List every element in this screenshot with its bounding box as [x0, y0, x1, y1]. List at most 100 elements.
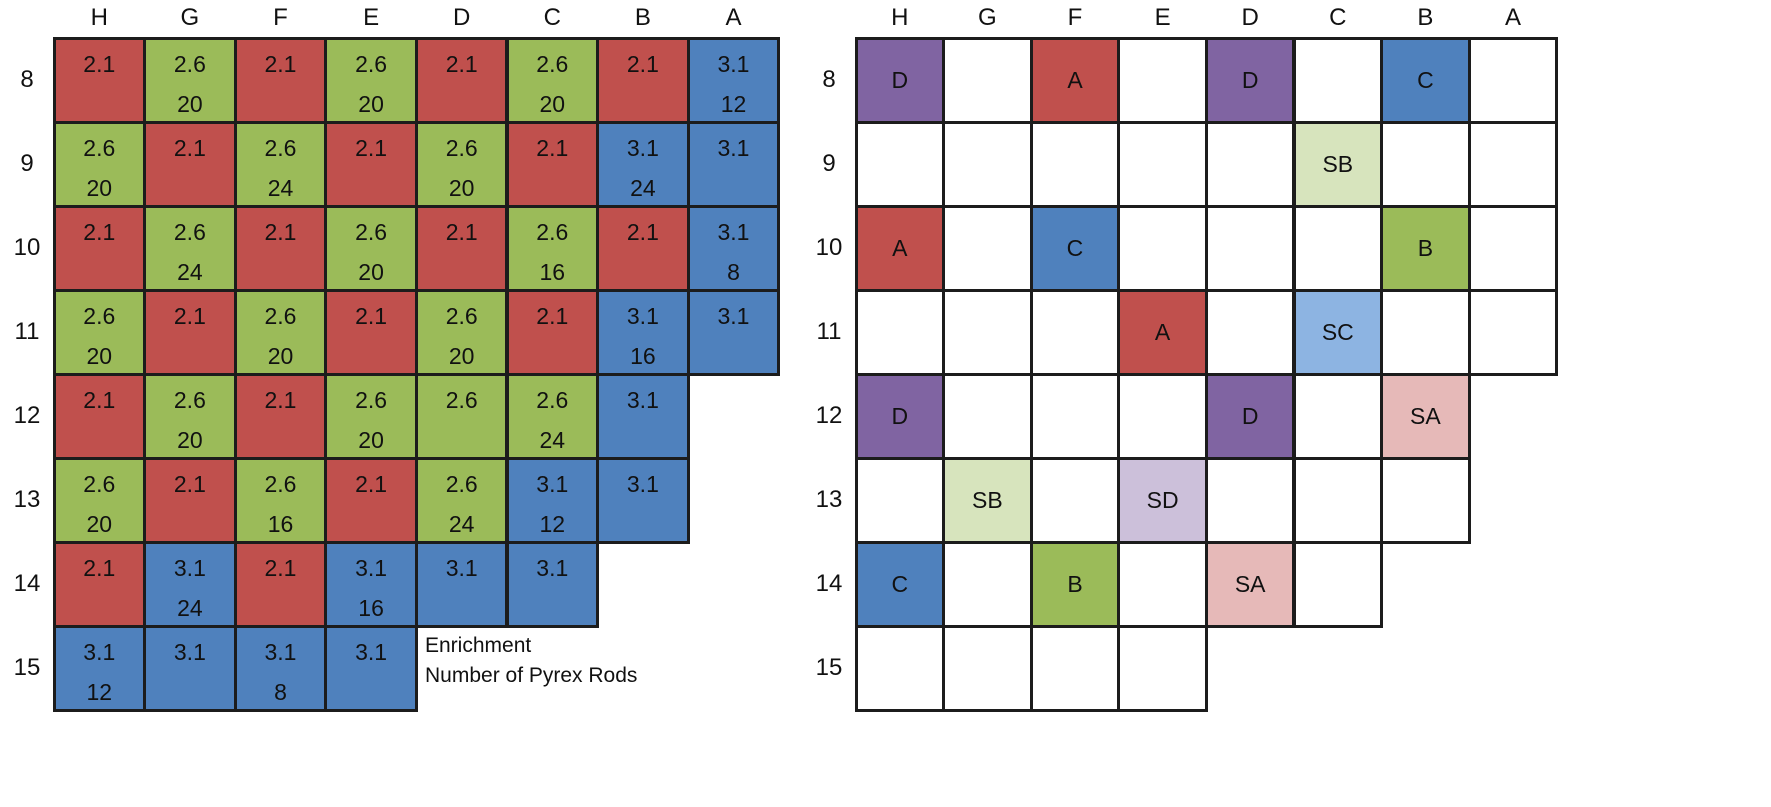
enrichment-cell: 2.1 [596, 36, 690, 124]
enrichment-value: 2.1 [445, 50, 478, 77]
enrichment-cell: 2.1 [414, 204, 509, 292]
enrichment-value: 2.1 [173, 134, 206, 161]
pyrex-rod-count: 20 [358, 258, 384, 285]
assembly-label: SA [1410, 402, 1441, 429]
pyrex-rod-count: 12 [720, 90, 747, 117]
assembly-cell: SB [942, 456, 1033, 544]
enrichment-cell: 2.6 24 [505, 372, 600, 460]
enrichment-column-label: H [90, 4, 108, 31]
assembly-label [1120, 376, 1205, 457]
assembly-cell: SC [1292, 288, 1384, 376]
pyrex-rod-count: 24 [177, 258, 203, 285]
enrichment-cell: 2.1 [52, 204, 147, 292]
assembly-cell [1117, 204, 1208, 292]
assembly-label [1120, 544, 1205, 625]
enrichment-cell: 2.1 [52, 36, 147, 124]
enrichment-cell: 2.1 [414, 36, 509, 124]
enrichment-value: 2.6 [173, 386, 206, 413]
enrichment-cell: 2.1 [143, 456, 237, 544]
enrichment-cell: 2.6 20 [52, 456, 147, 544]
assembly-label [858, 460, 943, 541]
assembly-cell: D [854, 36, 946, 124]
assembly-cell [1029, 456, 1121, 544]
assembly-cell [1292, 204, 1384, 292]
assembly-label: A [1067, 66, 1083, 93]
pyrex-rod-count: 20 [358, 426, 384, 453]
enrichment-value: 3.1 [717, 50, 750, 77]
assembly-cell [1292, 540, 1384, 628]
assembly-label [1033, 376, 1118, 457]
enrichment-cell: 2.6 20 [505, 36, 600, 124]
enrichment-value: 2.6 [536, 218, 569, 245]
assembly-cell [1292, 456, 1384, 544]
enrichment-cell: 2.1 [143, 288, 237, 376]
assembly-label [1120, 208, 1205, 289]
enrichment-value: 2.6 [264, 134, 297, 161]
assembly-label [1471, 40, 1556, 121]
assembly-label: B [1417, 234, 1434, 261]
enrichment-cell: 2.6 16 [233, 456, 328, 544]
assembly-label: D [1241, 402, 1259, 429]
assembly-cell: B [1380, 204, 1471, 292]
enrichment-cell: 2.6 24 [414, 456, 509, 544]
enrichment-cell: 2.1 [233, 540, 328, 628]
enrichment-cell: 2.6 20 [324, 372, 418, 460]
assembly-cell [1292, 36, 1384, 124]
assembly-cell [1117, 36, 1208, 124]
assembly-label: A [1154, 318, 1171, 345]
assembly-label [945, 376, 1030, 457]
assembly-cell: D [854, 372, 946, 460]
enrichment-cell: 2.1 [143, 120, 237, 208]
assembly-label: SA [1234, 570, 1266, 597]
enrichment-value: 2.6 [445, 302, 478, 329]
assembly-cell [854, 288, 946, 376]
pyrex-rod-count: 24 [177, 594, 203, 621]
assembly-row-label: 15 [815, 654, 843, 681]
assembly-cell [942, 36, 1033, 124]
pyrex-rod-count: 20 [86, 174, 113, 201]
assembly-label [1383, 460, 1468, 541]
enrichment-cell: 2.1 [233, 36, 328, 124]
enrichment-value: 2.6 [536, 50, 569, 77]
enrichment-value: 2.1 [536, 302, 569, 329]
assembly-column-label: B [1417, 4, 1434, 31]
enrichment-value: 2.1 [264, 50, 297, 77]
legend-enrichment: Enrichment [425, 634, 532, 657]
enrichment-column-label: A [725, 4, 742, 31]
enrichment-value: 2.1 [83, 386, 116, 413]
enrichment-cell: 3.1 [143, 624, 237, 712]
enrichment-cell: 2.6 20 [233, 288, 328, 376]
enrichment-cell: 2.1 [324, 456, 418, 544]
assembly-column-label: F [1067, 4, 1083, 31]
assembly-cell [1467, 36, 1559, 124]
assembly-cell: D [1204, 36, 1296, 124]
enrichment-value: 3.1 [717, 134, 750, 161]
enrichment-cell: 3.1 24 [596, 120, 690, 208]
enrichment-value: 2.1 [264, 218, 297, 245]
assembly-cell: D [1204, 372, 1296, 460]
enrichment-value: 3.1 [626, 386, 659, 413]
assembly-cell [1029, 624, 1121, 712]
enrichment-value: 2.1 [626, 218, 659, 245]
pyrex-rod-count: 24 [539, 426, 566, 453]
enrichment-value: 2.1 [173, 470, 206, 497]
assembly-cell [1380, 456, 1471, 544]
assembly-label [858, 292, 943, 373]
enrichment-value: 2.1 [355, 470, 388, 497]
pyrex-rod-count: 20 [358, 90, 384, 117]
assembly-label [945, 628, 1030, 709]
enrichment-value: 2.6 [83, 134, 116, 161]
assembly-label [945, 544, 1030, 625]
assembly-row-label: 11 [816, 318, 842, 345]
pyrex-rod-count: 16 [539, 258, 566, 285]
enrichment-cell: 3.1 [686, 288, 781, 376]
assembly-column-label: C [1329, 4, 1347, 31]
enrichment-cell: 3.1 [596, 456, 690, 544]
enrichment-value: 2.1 [83, 50, 116, 77]
assembly-label: C [1066, 234, 1084, 261]
assembly-label: C [891, 570, 909, 597]
enrichment-cell: 3.1 12 [505, 456, 600, 544]
legend-pyrex-rods: Number of Pyrex Rods [425, 664, 638, 687]
enrichment-cell: 2.1 [505, 288, 600, 376]
pyrex-rod-count: 24 [448, 510, 475, 537]
